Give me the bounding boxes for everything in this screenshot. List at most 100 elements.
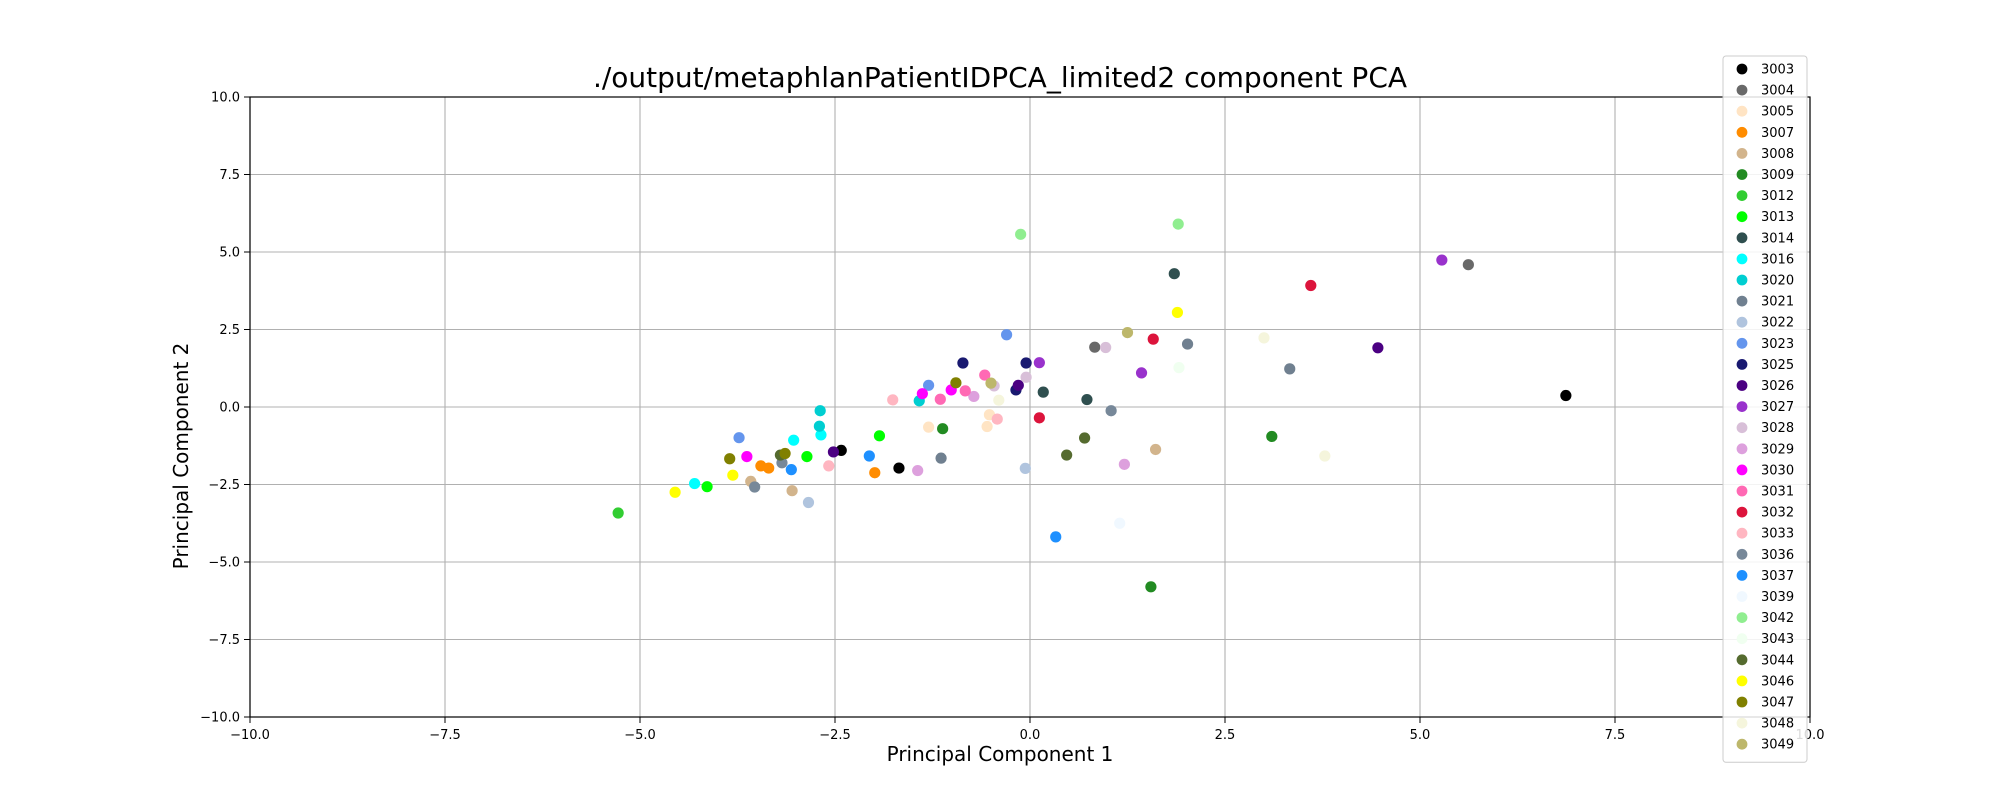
legend-marker-3003 [1736,63,1748,75]
scatter-points [612,218,1572,593]
legend-label: 3003 [1761,63,1794,78]
scatter-point-3032 [1305,279,1317,292]
scatter-point-3048 [1319,450,1331,462]
x-tick-label: 7.5 [1605,728,1626,743]
scatter-point-3042 [1015,228,1027,240]
scatter-point-3029 [912,464,924,477]
y-tick-label: −7.5 [208,633,240,648]
legend-marker-3008 [1736,148,1748,159]
y-tick-label: −5.0 [208,556,240,571]
scatter-point-3039 [1114,517,1126,529]
legend-label: 3044 [1761,653,1794,668]
scatter-point-3026 [1372,342,1384,354]
scatter-point-3025 [1020,357,1032,369]
legend-marker-3020 [1736,274,1748,286]
legend-label: 3008 [1761,147,1794,162]
scatter-point-3048 [1258,332,1270,344]
legend-marker-3049 [1736,738,1748,750]
scatter-point-3043 [1173,362,1185,374]
scatter-point-3046 [727,469,739,481]
legend-marker-3037 [1736,570,1748,581]
scatter-point-3008 [786,485,798,497]
legend-label: 3029 [1761,442,1794,457]
legend-label: 3031 [1761,485,1794,500]
x-tick-label: −2.5 [819,728,851,743]
scatter-point-3016 [689,477,701,490]
scatter-point-3036 [749,481,761,493]
scatter-point-3014 [1037,386,1049,398]
legend-marker-3021 [1736,295,1748,307]
legend-label: 3009 [1761,168,1794,183]
legend-label: 3042 [1761,611,1794,626]
scatter-point-3022 [1019,462,1031,474]
scatter-point-3027 [1033,357,1045,369]
y-tick-label: 2.5 [219,323,240,338]
legend-marker-3033 [1736,527,1748,539]
legend: 3003 3004 3005 3007 3008 3009 3012 3013 3014 3016… [1722,55,1808,763]
scatter-point-3009 [1266,430,1278,443]
scatter-point-3028 [1100,341,1112,354]
scatter-point-3013 [701,481,713,493]
legend-marker-3014 [1736,232,1748,244]
legend-marker-3042 [1736,612,1748,623]
scatter-point-3029 [1118,458,1130,470]
scatter-point-3027 [1436,254,1448,266]
scatter-point-3047 [724,453,736,465]
scatter-point-3033 [823,460,835,472]
scatter-point-3032 [1033,412,1045,424]
scatter-point-3029 [968,390,980,403]
scatter-point-3049 [985,377,997,389]
scatter-point-3005 [981,420,993,433]
y-axis: −10.0 −7.5 −5.0 −2.5 0.0 2.5 5.0 7.5 10.0 [200,91,250,726]
scatter-point-3004 [1089,341,1101,353]
scatter-point-3047 [779,447,791,460]
scatter-point-3014 [1168,268,1180,280]
x-tick-label: 2.5 [1215,728,1236,743]
scatter-point-3031 [934,393,946,405]
legend-marker-3013 [1736,211,1748,223]
legend-marker-3043 [1736,633,1748,645]
legend-marker-3005 [1736,105,1748,117]
legend-label: 3027 [1761,400,1794,415]
scatter-point-3013 [873,430,886,442]
scatter-point-3037 [1050,531,1062,543]
legend-label: 3028 [1761,421,1794,436]
scatter-point-3003 [1560,389,1572,402]
legend-label: 3016 [1761,252,1794,267]
legend-marker-3027 [1736,401,1748,412]
scatter-point-3047 [950,377,962,389]
x-tick-label: 5.0 [1410,728,1431,743]
scatter-point-3023 [923,379,935,391]
scatter-point-3028 [1020,371,1032,383]
scatter-point-3003 [893,462,905,474]
scatter-point-3026 [827,446,840,458]
scatter-point-3037 [863,450,875,462]
legend-marker-3044 [1736,654,1748,666]
scatter-point-3014 [1081,393,1093,406]
legend-label: 3049 [1761,738,1794,753]
scatter-point-3007 [755,460,767,472]
y-tick-label: −10.0 [200,711,240,726]
scatter-point-3036 [1105,405,1117,417]
scatter-point-3026 [1012,379,1024,391]
y-axis-label: Principal Component 2 [169,343,193,570]
plot-area-frame [249,96,1811,718]
legend-label: 3036 [1761,548,1794,563]
scatter-point-3033 [991,413,1003,425]
legend-label: 3012 [1761,189,1794,204]
legend-label: 3032 [1761,506,1794,521]
x-tick-label: 0.0 [1020,728,1041,743]
scatter-point-3031 [959,385,971,397]
legend-label: 3022 [1761,316,1794,331]
scatter-point-3048 [993,394,1005,406]
scatter-point-3016 [815,429,827,441]
legend-label: 3043 [1761,632,1794,647]
legend-marker-3031 [1736,485,1748,497]
y-tick-label: 7.5 [219,168,240,183]
legend-label: 3013 [1761,210,1794,225]
scatter-point-3033 [887,394,899,406]
legend-label: 3046 [1761,674,1794,689]
legend-marker-3039 [1736,591,1748,602]
scatter-point-3030 [916,388,928,400]
legend-label: 3005 [1761,105,1794,120]
